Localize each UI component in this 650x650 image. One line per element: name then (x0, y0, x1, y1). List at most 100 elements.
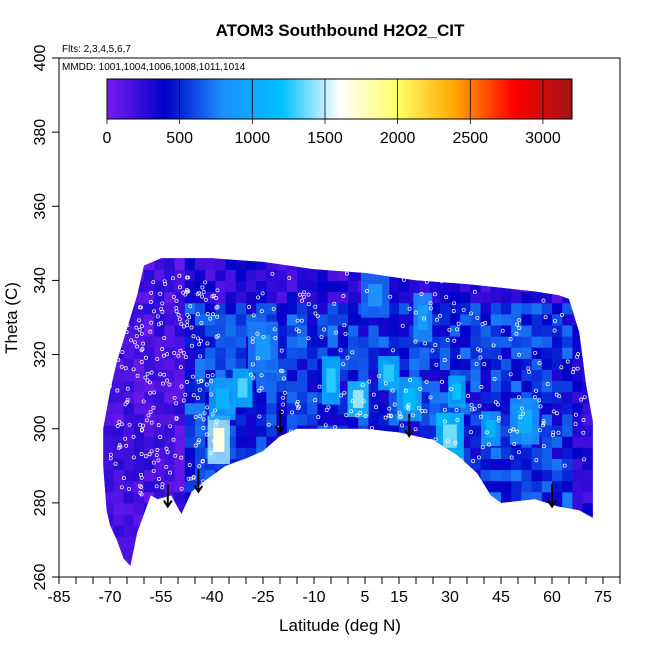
heatmap-cell (399, 258, 410, 259)
heatmap-cell (429, 336, 441, 348)
heatmap-hotspot-core (352, 390, 364, 408)
sample-point (341, 294, 346, 298)
sample-point (190, 343, 194, 348)
sample-point (313, 311, 318, 316)
sample-point (210, 294, 215, 299)
heatmap-cell (429, 491, 441, 504)
heatmap-cell (419, 502, 431, 515)
heatmap-cell (235, 514, 247, 526)
heatmap-cell (235, 302, 247, 315)
sample-point (181, 350, 186, 355)
colorbar-tick-label: 500 (166, 130, 193, 147)
sample-point (386, 413, 391, 418)
heatmap-cell (552, 302, 563, 315)
heatmap-cell (113, 536, 125, 548)
heatmap-cell (552, 391, 563, 404)
heatmap-cell (307, 436, 318, 448)
heatmap-cell (470, 280, 482, 293)
heatmap-cell (337, 502, 349, 515)
heatmap-cell (164, 436, 176, 448)
heatmap-cell (511, 369, 522, 382)
heatmap-cell (348, 302, 359, 315)
heatmap-cell (235, 436, 247, 448)
heatmap-cell (368, 547, 380, 559)
sample-point (249, 372, 254, 377)
sample-point (287, 276, 292, 281)
heatmap-cell (419, 525, 431, 537)
sample-point (469, 402, 474, 407)
heatmap-cell (103, 558, 114, 566)
heatmap-cell (184, 425, 196, 437)
heatmap-cell (337, 336, 349, 348)
sample-point (185, 380, 189, 384)
heatmap-cell (195, 491, 206, 504)
plot-frame (58, 57, 621, 578)
sample-point (178, 348, 183, 353)
sample-point (184, 288, 189, 293)
heatmap-cell (348, 291, 359, 304)
heatmap-cell (133, 480, 145, 493)
heatmap-cell (225, 258, 237, 259)
sample-point (191, 334, 196, 339)
sample-point (155, 356, 160, 361)
sample-point (371, 443, 376, 448)
heatmap-cell (327, 402, 339, 415)
heatmap-cell (521, 514, 533, 526)
heatmap-cell (552, 558, 563, 566)
heatmap-cell (184, 436, 196, 448)
heatmap-cell (552, 525, 563, 537)
heatmap-cell (307, 536, 318, 548)
heatmap-cell (572, 313, 584, 326)
sample-point (313, 398, 318, 403)
heatmap-cell (174, 258, 186, 270)
heatmap-cell (276, 380, 288, 393)
heatmap-cell (266, 480, 278, 493)
x-tick-label: 75 (594, 589, 612, 606)
heatmap-cell (266, 458, 278, 471)
heatmap-cell (450, 558, 461, 566)
heatmap-cell (429, 347, 441, 359)
sample-point (551, 430, 556, 435)
heatmap-cell (490, 280, 502, 293)
heatmap-cell (113, 391, 125, 404)
heatmap-cell (266, 369, 278, 382)
heatmap-cell (541, 480, 553, 493)
heatmap-cell (399, 358, 410, 370)
heatmap-cell (154, 269, 165, 281)
heatmap-cell (113, 380, 125, 393)
heatmap-cell (541, 291, 553, 304)
heatmap-cell (388, 402, 400, 415)
heatmap-cell (399, 525, 410, 537)
heatmap-cell (276, 358, 288, 370)
heatmap-cell (521, 391, 533, 404)
sample-point (316, 415, 321, 420)
sample-point (491, 343, 496, 348)
y-axis-label: Theta (C) (2, 282, 21, 354)
sample-point (271, 306, 276, 311)
heatmap-cell (470, 313, 482, 326)
heatmap-cell (368, 436, 380, 448)
heatmap-cell (450, 525, 461, 537)
heatmap-hotspot-core (485, 420, 496, 438)
sample-point (177, 273, 182, 278)
heatmap-cell (205, 324, 216, 337)
heatmap-cell (531, 258, 543, 270)
heatmap-cell (419, 514, 431, 526)
heatmap-cell (317, 269, 329, 281)
heatmap-cell (470, 380, 482, 393)
sample-point (195, 312, 200, 317)
heatmap-cell (184, 380, 196, 393)
heatmap-cell (103, 480, 114, 493)
sample-point (480, 445, 485, 450)
heatmap-cell (164, 447, 176, 459)
heatmap-cell (541, 525, 553, 537)
sample-point (324, 407, 329, 412)
heatmap-cell (511, 514, 522, 526)
sample-point (188, 304, 193, 309)
sample-point (164, 464, 169, 469)
sample-point (517, 395, 521, 400)
heatmap-cell (297, 391, 308, 404)
heatmap-cell (154, 525, 165, 537)
heatmap-cell (164, 480, 176, 493)
sample-point (341, 362, 346, 367)
